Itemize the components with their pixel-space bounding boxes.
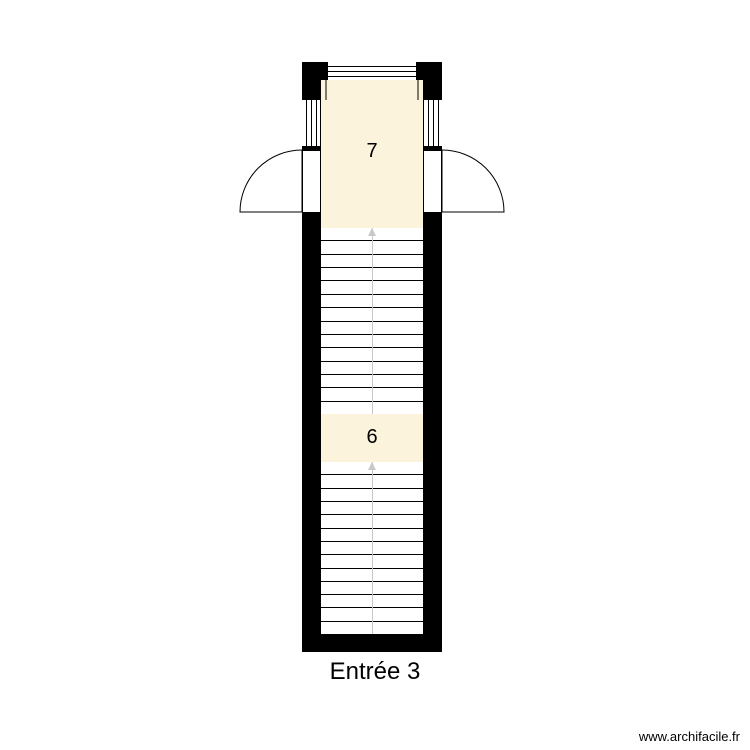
window-side-right — [424, 100, 442, 146]
room-7-label: 7 — [362, 140, 382, 163]
window-side-left — [302, 100, 320, 146]
stairs-upper — [320, 228, 424, 414]
stair-upper-centerline — [372, 228, 373, 414]
door-top-line-right — [424, 150, 442, 151]
wall-bottom — [302, 634, 442, 652]
credit-text: www.archifacile.fr — [639, 729, 740, 744]
door-gap-right — [424, 150, 442, 212]
door-gap-left — [302, 150, 320, 212]
plan-title: Entrée 3 — [300, 658, 450, 686]
stair-lower-arrow-icon — [368, 462, 376, 470]
door-jamb-left-out — [302, 150, 303, 212]
landing-6-label: 6 — [362, 426, 382, 449]
stairs-lower — [320, 462, 424, 634]
room7-hatch — [320, 80, 424, 100]
stair-upper-arrow-icon — [368, 228, 376, 236]
door-jamb-right-out — [441, 150, 442, 212]
wall-stub-left — [302, 212, 320, 228]
wall-stub-right — [424, 212, 442, 228]
window-top — [328, 62, 416, 80]
door-top-line-left — [302, 150, 320, 151]
stair-lower-centerline — [372, 462, 373, 634]
